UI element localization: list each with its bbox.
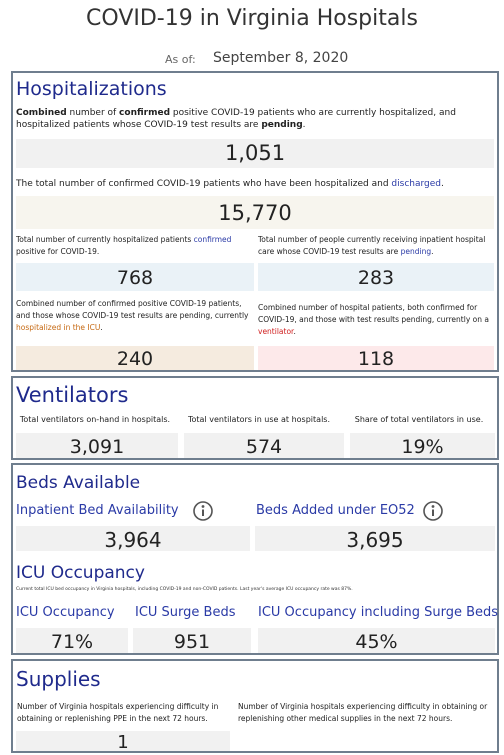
description: Combined number of confirmed positive CO… xyxy=(16,298,252,334)
item-label: ICU Occupancy xyxy=(16,605,115,620)
item-label: ICU Surge Beds xyxy=(135,605,236,620)
value-box: 3,964 xyxy=(16,526,250,552)
value-box: 19% xyxy=(350,433,495,458)
text: confirmed xyxy=(119,108,171,118)
description: Total number of people currently receivi… xyxy=(258,234,494,258)
value-box: 951 xyxy=(133,628,251,653)
text: . xyxy=(431,247,434,256)
value-box: 768 xyxy=(16,263,254,291)
item-label: Number of Virginia hospitals experiencin… xyxy=(17,702,219,723)
description: Combined number of confirmed positive CO… xyxy=(16,107,491,131)
text: Total number of currently hospitalized p… xyxy=(16,235,194,244)
value-box: 240 xyxy=(16,346,254,370)
text: number of xyxy=(66,108,120,118)
section-title: Ventilators xyxy=(16,383,129,407)
text: The total number of confirmed COVID-19 p… xyxy=(16,179,392,189)
text: pending xyxy=(261,120,303,130)
as-of-label: As of: xyxy=(165,53,196,66)
section-title: Beds Available xyxy=(16,473,141,493)
text: positive for COVID-19. xyxy=(16,247,100,256)
item-label: Share of total ventilators in use. xyxy=(354,415,484,424)
text: . xyxy=(302,120,306,130)
description: Combined number of hospital patients, bo… xyxy=(258,302,494,338)
as-of-date: September 8, 2020 xyxy=(213,50,349,66)
value-box: 283 xyxy=(258,263,494,291)
section-title: Hospitalizations xyxy=(16,78,167,100)
description: Total number of currently hospitalized p… xyxy=(16,234,241,258)
value-box: 3,091 xyxy=(16,433,178,458)
text: Combined xyxy=(16,108,67,118)
description: The total number of confirmed COVID-19 p… xyxy=(16,178,494,190)
ventilators-section: Ventilators Total ventilators on-hand in… xyxy=(11,376,499,460)
text: pending xyxy=(400,247,432,256)
text: positive COVID-19 patients who are curre… xyxy=(16,108,456,130)
text: Combined number of hospital patients, bo… xyxy=(258,303,489,324)
info-icon[interactable] xyxy=(422,500,444,522)
hospitalizations-section: Hospitalizations Combined number of conf… xyxy=(11,71,499,372)
text: hospitalized in the ICU xyxy=(16,323,101,332)
subsection-title: ICU Occupancy xyxy=(16,563,145,583)
value-box: 1,051 xyxy=(16,139,494,168)
info-icon[interactable] xyxy=(192,500,214,522)
text: . xyxy=(293,327,296,336)
value-box: 118 xyxy=(258,346,494,370)
value-box: 574 xyxy=(184,433,344,458)
value-box: 3,695 xyxy=(255,526,495,552)
value-box: 15,770 xyxy=(16,196,494,229)
title: COVID-19 in Virginia Hospitals xyxy=(86,6,418,31)
section-title: Supplies xyxy=(16,667,101,691)
text: discharged xyxy=(391,179,441,189)
value-box: 1 xyxy=(16,731,230,753)
text: ventilator xyxy=(258,327,294,336)
supplies-section: Supplies Number of Virginia hospitals ex… xyxy=(11,659,499,753)
item-label: Number of Virginia hospitals experiencin… xyxy=(238,702,488,723)
value-box: 45% xyxy=(258,628,495,653)
item-label: Total ventilators in use at hospitals. xyxy=(188,415,330,424)
item-label: Total ventilators on-hand in hospitals. xyxy=(19,415,171,424)
note: Current total ICU bed occupancy in Virgi… xyxy=(16,587,353,592)
text: Total number of people currently receivi… xyxy=(258,235,486,256)
text: confirmed xyxy=(193,235,232,244)
text: . xyxy=(441,179,444,189)
item-label: Beds Added under EO52 xyxy=(256,503,415,518)
beds-section: Beds Available Inpatient Bed Availabilit… xyxy=(11,463,499,655)
text: . xyxy=(100,323,103,332)
value-box: 71% xyxy=(16,628,128,653)
text: Combined number of confirmed positive CO… xyxy=(16,299,249,320)
item-label: Inpatient Bed Availability xyxy=(16,503,179,518)
item-label: ICU Occupancy including Surge Beds xyxy=(258,605,499,620)
